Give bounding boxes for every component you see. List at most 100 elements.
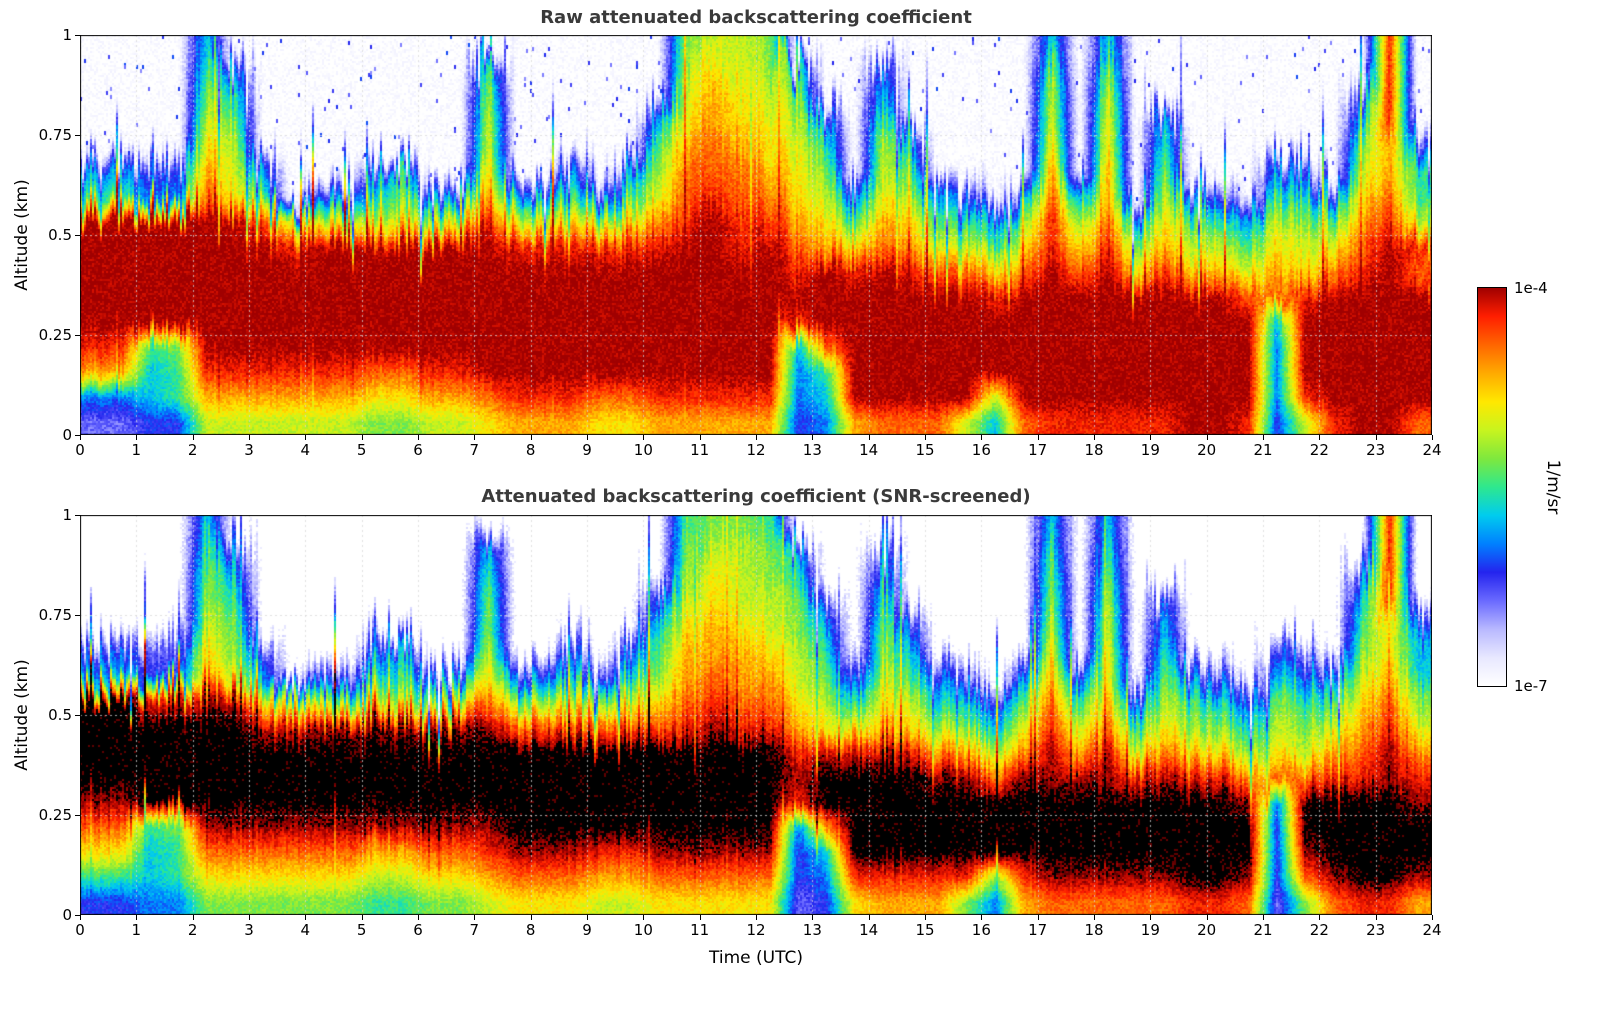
y-tick-label: 1	[62, 26, 72, 44]
y-tick-mark	[75, 515, 80, 516]
y-tick-label: 0	[62, 426, 72, 444]
x-tick-label: 24	[1422, 921, 1442, 939]
x-tick-mark	[305, 435, 306, 440]
y-tick-mark	[75, 335, 80, 336]
x-tick-label: 5	[356, 441, 367, 459]
x-tick-label: 18	[1084, 441, 1104, 459]
x-tick-label: 15	[915, 441, 935, 459]
x-tick-mark	[136, 435, 137, 440]
x-tick-mark	[1376, 915, 1377, 920]
y-tick-mark	[75, 435, 80, 436]
x-axis-label: Time (UTC)	[709, 948, 803, 968]
y-tick-label: 0.5	[48, 706, 72, 724]
x-tick-mark	[362, 435, 363, 440]
x-tick-label: 22	[1309, 441, 1329, 459]
x-tick-label: 3	[244, 921, 254, 939]
x-tick-label: 3	[244, 441, 254, 459]
x-tick-label: 14	[859, 921, 879, 939]
x-tick-label: 9	[582, 441, 592, 459]
y-tick-mark	[75, 35, 80, 36]
x-tick-label: 4	[300, 921, 311, 939]
y-tick-label: 0	[62, 906, 72, 924]
x-tick-mark	[1207, 915, 1208, 920]
x-tick-mark	[531, 915, 532, 920]
x-tick-label: 6	[413, 921, 423, 939]
x-tick-label: 20	[1197, 441, 1217, 459]
x-tick-mark	[1319, 435, 1320, 440]
x-tick-mark	[1038, 435, 1039, 440]
y-tick-label: 0.75	[38, 606, 72, 624]
x-tick-mark	[418, 435, 419, 440]
x-tick-mark	[136, 915, 137, 920]
panel-raw-title: Raw attenuated backscattering coefficien…	[540, 7, 972, 28]
y-tick-mark	[75, 715, 80, 716]
x-tick-label: 5	[356, 921, 367, 939]
x-tick-label: 16	[971, 921, 991, 939]
x-tick-mark	[1094, 435, 1095, 440]
y-tick-mark	[75, 915, 80, 916]
colorbar-unit-label: 1/m/sr	[1543, 459, 1563, 515]
x-tick-label: 10	[633, 921, 653, 939]
x-tick-label: 0	[75, 921, 85, 939]
x-tick-label: 17	[1028, 921, 1048, 939]
x-tick-label: 11	[690, 441, 710, 459]
y-tick-label: 0.25	[38, 326, 72, 344]
x-tick-mark	[1432, 915, 1433, 920]
x-tick-mark	[362, 915, 363, 920]
x-tick-label: 2	[187, 441, 198, 459]
panel-screened-title: Attenuated backscattering coefficient (S…	[481, 486, 1031, 507]
y-tick-label: 0.75	[38, 126, 72, 144]
x-tick-label: 15	[915, 921, 935, 939]
colorbar-min-label: 1e-7	[1514, 677, 1548, 695]
x-tick-mark	[1263, 435, 1264, 440]
x-tick-mark	[1376, 435, 1377, 440]
x-tick-label: 21	[1253, 921, 1273, 939]
colorbar-max-label: 1e-4	[1514, 279, 1548, 297]
screened-backscatter-heatmap	[80, 515, 1432, 915]
x-tick-mark	[756, 915, 757, 920]
x-tick-label: 23	[1366, 921, 1386, 939]
x-tick-mark	[474, 915, 475, 920]
x-tick-label: 20	[1197, 921, 1217, 939]
x-tick-mark	[474, 435, 475, 440]
x-tick-label: 1	[131, 441, 142, 459]
x-tick-mark	[981, 915, 982, 920]
x-tick-label: 12	[746, 921, 766, 939]
y-tick-mark	[75, 615, 80, 616]
x-tick-mark	[1207, 435, 1208, 440]
x-tick-label: 9	[582, 921, 592, 939]
x-tick-mark	[700, 435, 701, 440]
x-tick-mark	[812, 915, 813, 920]
x-tick-label: 24	[1422, 441, 1442, 459]
x-tick-mark	[418, 915, 419, 920]
x-tick-label: 1	[131, 921, 142, 939]
x-tick-mark	[249, 915, 250, 920]
x-tick-label: 6	[413, 441, 423, 459]
x-tick-label: 19	[1140, 441, 1160, 459]
x-tick-label: 16	[971, 441, 991, 459]
x-tick-label: 12	[746, 441, 766, 459]
x-tick-label: 19	[1140, 921, 1160, 939]
raw-backscatter-heatmap	[80, 35, 1432, 435]
x-tick-label: 22	[1309, 921, 1329, 939]
x-tick-mark	[756, 435, 757, 440]
x-tick-mark	[1263, 915, 1264, 920]
x-tick-label: 8	[525, 441, 536, 459]
x-tick-mark	[531, 435, 532, 440]
x-tick-mark	[587, 915, 588, 920]
x-tick-label: 0	[75, 441, 85, 459]
x-tick-mark	[869, 435, 870, 440]
x-tick-mark	[643, 435, 644, 440]
x-tick-label: 21	[1253, 441, 1273, 459]
x-tick-label: 11	[690, 921, 710, 939]
x-tick-mark	[249, 435, 250, 440]
x-tick-label: 13	[802, 441, 822, 459]
x-tick-mark	[1094, 915, 1095, 920]
x-tick-mark	[925, 915, 926, 920]
x-tick-mark	[193, 435, 194, 440]
y-tick-label: 0.5	[48, 226, 72, 244]
x-tick-label: 23	[1366, 441, 1386, 459]
y-tick-mark	[75, 135, 80, 136]
colorbar	[1477, 287, 1507, 687]
